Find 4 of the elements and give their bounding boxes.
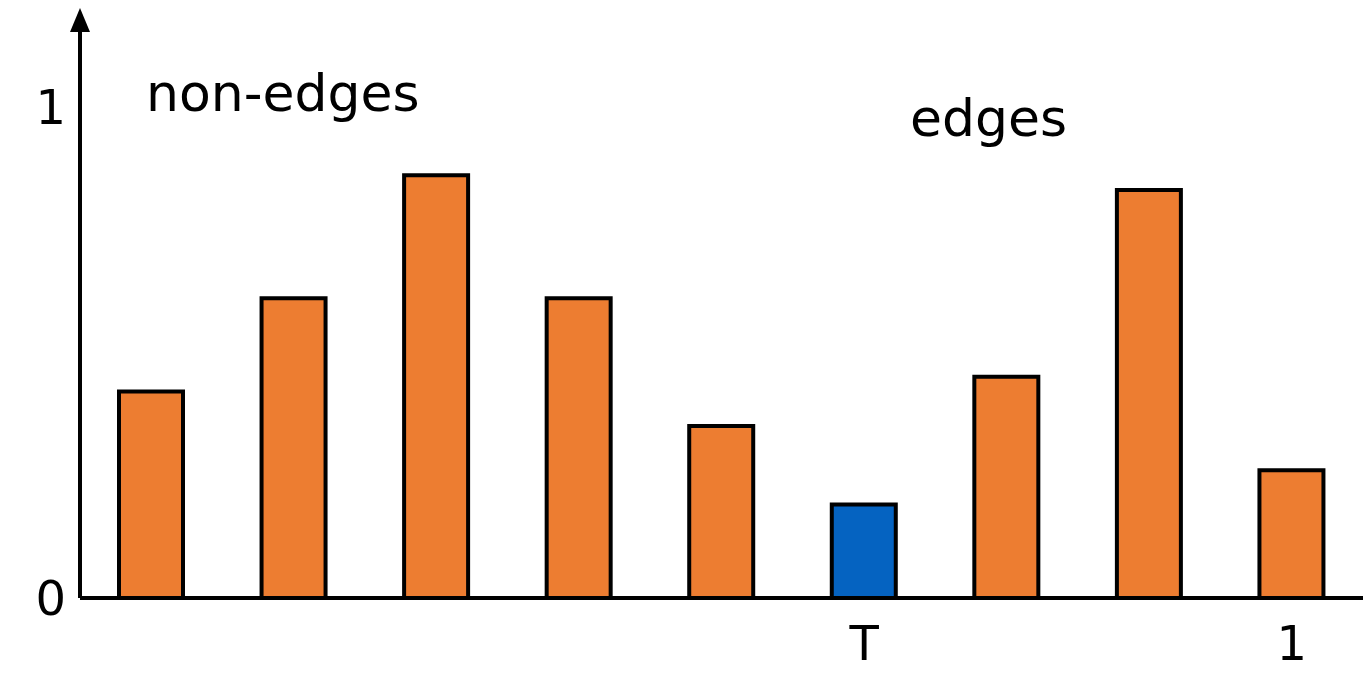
annotation: edges (910, 88, 1068, 148)
y-tick-label: 0 (35, 570, 66, 627)
annotation: non-edges (146, 63, 420, 123)
x-tick-label: T (848, 615, 880, 672)
